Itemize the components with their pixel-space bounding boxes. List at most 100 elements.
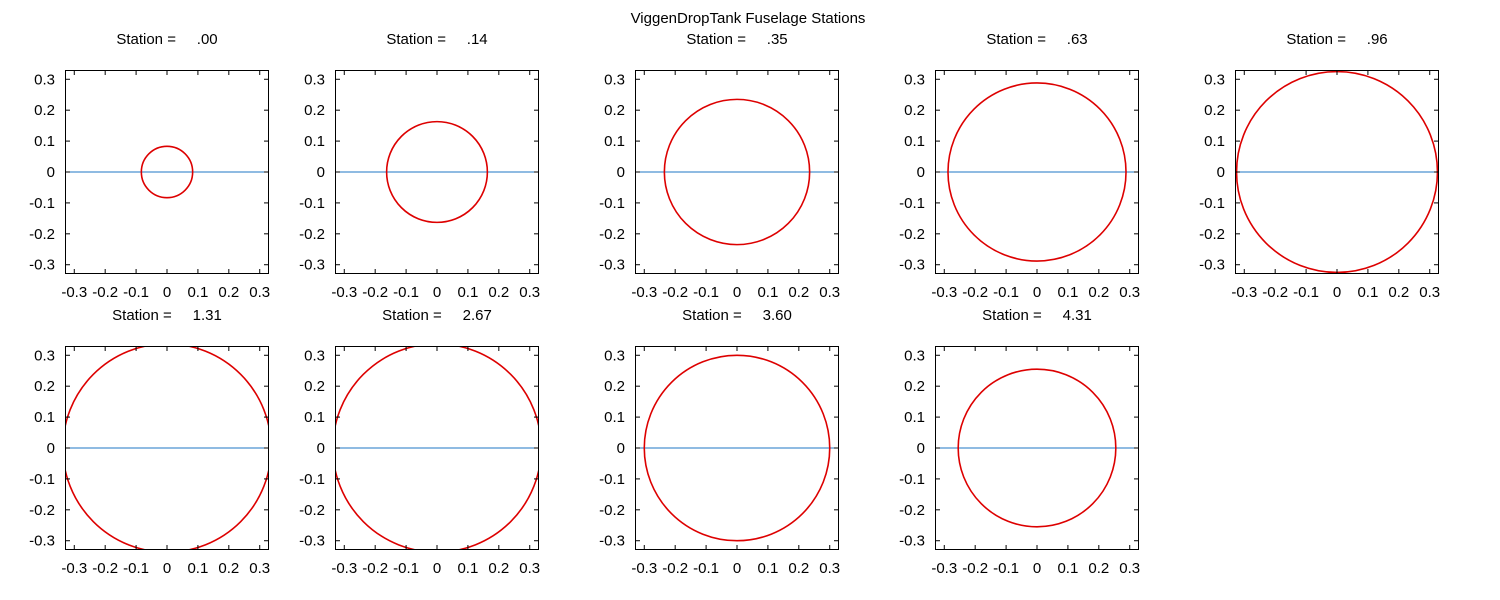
y-tick-label: 0.3 bbox=[34, 71, 55, 88]
y-tick-label: -0.1 bbox=[899, 471, 925, 488]
x-tick-label: -0.3 bbox=[61, 560, 87, 577]
x-tick-label: -0.1 bbox=[123, 284, 149, 301]
y-tick-label: 0.2 bbox=[1204, 102, 1225, 119]
y-tick-label: 0.2 bbox=[34, 378, 55, 395]
y-tick-label: 0 bbox=[617, 164, 625, 181]
x-tick-label: 0.3 bbox=[819, 284, 840, 301]
y-tick-label: 0.1 bbox=[1204, 133, 1225, 150]
x-tick-label: -0.2 bbox=[362, 284, 388, 301]
y-tick-label: 0 bbox=[317, 164, 325, 181]
x-tick-label: -0.1 bbox=[393, 560, 419, 577]
section-curve bbox=[385, 120, 489, 224]
figure-title: ViggenDropTank Fuselage Stations bbox=[631, 10, 866, 27]
y-tick-label: 0.2 bbox=[604, 378, 625, 395]
y-tick-label: -0.3 bbox=[1199, 257, 1225, 274]
x-tick-label: 0.2 bbox=[1388, 284, 1409, 301]
y-tick-label: -0.2 bbox=[299, 502, 325, 519]
y-tick-label: -0.3 bbox=[599, 533, 625, 550]
panel-title: Station = .00 bbox=[116, 31, 217, 48]
x-tick-label: 0 bbox=[1333, 284, 1341, 301]
y-tick-label: 0.2 bbox=[904, 102, 925, 119]
x-tick-label: 0 bbox=[1033, 284, 1041, 301]
x-tick-label: 0 bbox=[163, 560, 171, 577]
y-tick-label: -0.1 bbox=[599, 195, 625, 212]
x-tick-label: 0.3 bbox=[1119, 284, 1140, 301]
x-tick-label: 0.1 bbox=[187, 560, 208, 577]
panel-title: Station = .14 bbox=[386, 31, 487, 48]
x-tick-label: -0.1 bbox=[393, 284, 419, 301]
x-tick-label: -0.3 bbox=[931, 560, 957, 577]
x-tick-label: -0.1 bbox=[123, 560, 149, 577]
y-tick-label: -0.3 bbox=[899, 257, 925, 274]
y-tick-label: 0 bbox=[47, 164, 55, 181]
y-tick-label: -0.2 bbox=[299, 226, 325, 243]
panel-title: Station = .96 bbox=[1286, 31, 1387, 48]
x-tick-label: 0.1 bbox=[757, 284, 778, 301]
y-tick-label: -0.3 bbox=[29, 533, 55, 550]
x-tick-label: 0.3 bbox=[1119, 560, 1140, 577]
x-tick-label: -0.3 bbox=[631, 560, 657, 577]
y-tick-label: -0.1 bbox=[1199, 195, 1225, 212]
panel-station-6: Station = 1.31 -0.3 -0.2 -0.1 0 0.1 0.2 0.3 0.3 0… bbox=[29, 307, 270, 577]
y-tick-label: -0.2 bbox=[899, 226, 925, 243]
y-tick-label: 0.3 bbox=[604, 71, 625, 88]
x-tick-label: -0.3 bbox=[331, 560, 357, 577]
x-tick-label: 0.3 bbox=[249, 560, 270, 577]
panel-station-5: Station = .96 -0.3 -0.2 -0.1 0 0.1 0.2 0.3 0.3 0.… bbox=[1199, 31, 1440, 301]
y-tick-label: -0.2 bbox=[599, 502, 625, 519]
y-tick-label: 0.1 bbox=[604, 409, 625, 426]
x-tick-label: -0.2 bbox=[92, 560, 118, 577]
x-tick-label: 0.2 bbox=[788, 284, 809, 301]
y-tick-label: 0.3 bbox=[34, 347, 55, 364]
y-tick-label: 0.3 bbox=[604, 347, 625, 364]
panel-title: Station = 3.60 bbox=[682, 307, 792, 324]
y-tick-label: 0.1 bbox=[34, 409, 55, 426]
y-tick-label: -0.1 bbox=[29, 195, 55, 212]
x-tick-label: 0.3 bbox=[519, 560, 540, 577]
x-tick-label: 0.2 bbox=[1088, 560, 1109, 577]
x-tick-label: 0.1 bbox=[457, 560, 478, 577]
x-tick-label: 0.1 bbox=[187, 284, 208, 301]
y-tick-label: 0.2 bbox=[904, 378, 925, 395]
x-tick-label: 0 bbox=[433, 560, 441, 577]
x-tick-label: 0 bbox=[433, 284, 441, 301]
y-tick-label: 0 bbox=[47, 440, 55, 457]
y-tick-label: 0 bbox=[1217, 164, 1225, 181]
x-tick-label: -0.3 bbox=[1231, 284, 1257, 301]
y-tick-label: -0.2 bbox=[29, 502, 55, 519]
y-tick-label: 0 bbox=[917, 440, 925, 457]
y-tick-label: -0.2 bbox=[29, 226, 55, 243]
section-curve bbox=[643, 354, 831, 542]
section-curve bbox=[947, 82, 1127, 262]
x-tick-label: 0.3 bbox=[1419, 284, 1440, 301]
x-tick-label: 0.1 bbox=[457, 284, 478, 301]
y-tick-label: 0 bbox=[917, 164, 925, 181]
x-tick-label: 0.2 bbox=[488, 284, 509, 301]
x-tick-label: 0 bbox=[163, 284, 171, 301]
x-tick-label: 0.1 bbox=[1057, 284, 1078, 301]
y-tick-label: 0 bbox=[317, 440, 325, 457]
y-tick-label: 0.2 bbox=[304, 378, 325, 395]
x-tick-label: 0 bbox=[1033, 560, 1041, 577]
section-curve bbox=[663, 98, 811, 246]
x-tick-label: 0.2 bbox=[218, 560, 239, 577]
section-curve bbox=[957, 368, 1117, 528]
x-tick-label: -0.3 bbox=[61, 284, 87, 301]
x-tick-label: -0.3 bbox=[631, 284, 657, 301]
y-tick-label: 0.3 bbox=[304, 71, 325, 88]
y-tick-label: -0.1 bbox=[599, 471, 625, 488]
x-tick-label: 0.2 bbox=[1088, 284, 1109, 301]
x-tick-label: 0.3 bbox=[249, 284, 270, 301]
y-tick-label: 0.2 bbox=[304, 102, 325, 119]
x-tick-label: 0.1 bbox=[1057, 560, 1078, 577]
x-tick-label: 0.2 bbox=[218, 284, 239, 301]
y-tick-label: -0.2 bbox=[599, 226, 625, 243]
y-tick-label: 0.1 bbox=[604, 133, 625, 150]
y-tick-label: -0.1 bbox=[899, 195, 925, 212]
y-tick-label: 0.1 bbox=[304, 133, 325, 150]
y-tick-label: 0.2 bbox=[604, 102, 625, 119]
panel-station-7: Station = 2.67 -0.3 -0.2 -0.1 0 0.1 0.2 0.3 0.3 0… bbox=[299, 307, 540, 577]
x-tick-label: 0 bbox=[733, 284, 741, 301]
y-tick-label: 0.3 bbox=[904, 71, 925, 88]
x-tick-label: 0 bbox=[733, 560, 741, 577]
